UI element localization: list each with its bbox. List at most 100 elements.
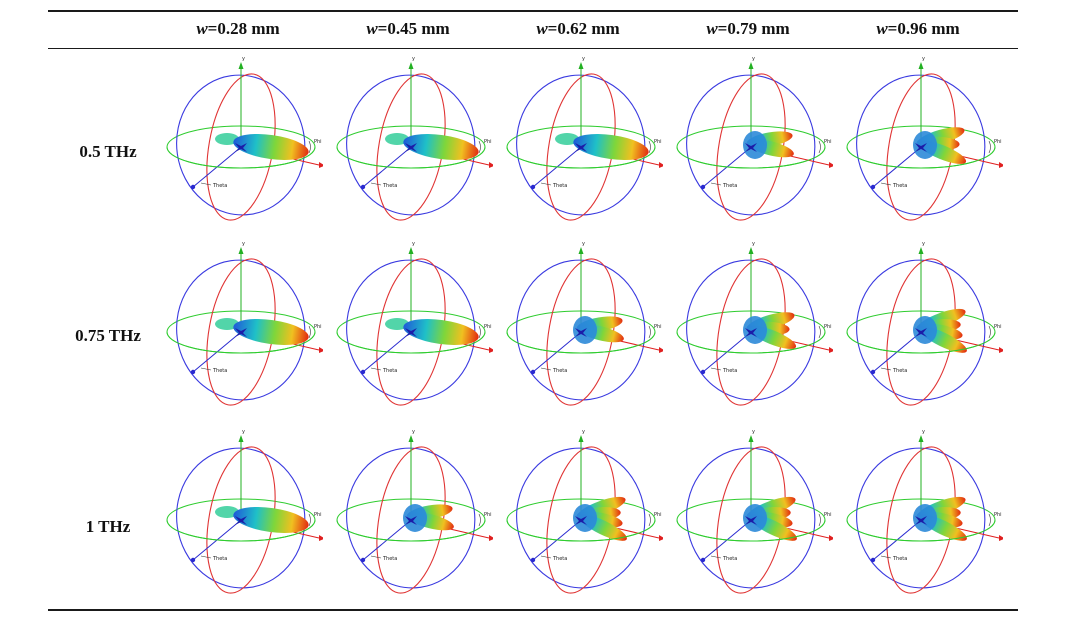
theta-indicator bbox=[880, 182, 892, 186]
phi-indicator bbox=[648, 513, 651, 527]
y-axis-label: y bbox=[922, 429, 925, 435]
phi-ring-green-front bbox=[506, 146, 656, 169]
z-axis-marker bbox=[360, 557, 366, 563]
theta-indicator bbox=[710, 367, 722, 371]
sphere-circle-blue bbox=[516, 447, 646, 589]
radiation-pattern-3d-plot: yxThetaPhi bbox=[506, 56, 663, 221]
radiation-pattern-3d-plot: yxThetaPhi bbox=[676, 429, 833, 594]
sphere-circle-blue bbox=[346, 74, 476, 216]
theta-label: Theta bbox=[722, 368, 737, 374]
radiation-pattern-3d-plot: yxThetaPhi bbox=[506, 429, 663, 594]
sphere-circle-blue bbox=[176, 74, 306, 216]
sphere-circle-blue bbox=[346, 447, 476, 589]
theta-indicator bbox=[200, 367, 212, 371]
column-header-w-079: w=0.79 mm bbox=[706, 19, 790, 38]
radiation-lobes bbox=[403, 504, 454, 532]
radiation-pattern-cell: yxThetaPhi bbox=[153, 55, 323, 235]
sphere-circle-blue bbox=[856, 259, 986, 401]
x-axis-arrow bbox=[999, 162, 1003, 168]
z-axis-marker bbox=[360, 184, 366, 190]
y-axis-arrow bbox=[748, 247, 754, 254]
phi-label: Phi bbox=[314, 139, 322, 145]
back-lobe bbox=[555, 133, 579, 145]
radiation-pattern-cell: yxThetaPhi bbox=[833, 428, 1003, 608]
theta-label: Theta bbox=[382, 556, 397, 562]
origin-marker bbox=[575, 143, 587, 152]
phi-ring-green-front bbox=[166, 331, 316, 354]
x-axis-arrow bbox=[829, 162, 833, 168]
theta-indicator bbox=[710, 555, 722, 559]
back-lobe bbox=[215, 318, 239, 330]
row-header-0-5-thz: 0.5 THz bbox=[79, 142, 137, 161]
phi-label: Phi bbox=[824, 139, 832, 145]
radiation-pattern-3d-plot: yxThetaPhi bbox=[336, 56, 493, 221]
z-axis-marker bbox=[530, 557, 536, 563]
y-axis-arrow bbox=[408, 62, 414, 69]
radiation-pattern-cell: yxThetaPhi bbox=[323, 428, 493, 608]
radiation-pattern-cell: yxThetaPhi bbox=[493, 55, 663, 235]
origin-marker bbox=[235, 328, 247, 337]
sphere-circle-blue bbox=[856, 74, 986, 216]
x-axis-arrow bbox=[489, 347, 493, 353]
table-header-rule bbox=[48, 48, 1018, 49]
phi-indicator bbox=[818, 513, 821, 527]
y-axis-label: y bbox=[242, 241, 245, 247]
phi-ring-green-front bbox=[676, 331, 826, 354]
theta-label: Theta bbox=[722, 183, 737, 189]
phi-indicator bbox=[308, 325, 311, 339]
theta-indicator bbox=[880, 555, 892, 559]
theta-indicator bbox=[370, 182, 382, 186]
phi-label: Phi bbox=[484, 139, 492, 145]
radiation-pattern-cell: yxThetaPhi bbox=[493, 240, 663, 420]
sphere-circle-blue bbox=[856, 447, 986, 589]
phi-indicator bbox=[478, 140, 481, 154]
back-lobe bbox=[385, 133, 409, 145]
column-header-w-028: w=0.28 mm bbox=[196, 19, 280, 38]
theta-indicator bbox=[370, 555, 382, 559]
theta-indicator bbox=[540, 182, 552, 186]
back-lobe bbox=[385, 318, 409, 330]
sphere-circle-blue bbox=[176, 447, 306, 589]
radiation-pattern-cell: yxThetaPhi bbox=[833, 240, 1003, 420]
column-header-w-096: w=0.96 mm bbox=[876, 19, 960, 38]
back-lobe bbox=[215, 133, 239, 145]
radiation-lobes bbox=[743, 131, 794, 159]
origin-marker bbox=[915, 328, 927, 337]
origin-marker bbox=[915, 516, 927, 525]
sphere-circle-blue bbox=[176, 259, 306, 401]
x-axis-arrow bbox=[319, 162, 323, 168]
origin-marker bbox=[745, 143, 757, 152]
origin-marker bbox=[575, 516, 587, 525]
phi-label: Phi bbox=[824, 512, 832, 518]
table-top-rule bbox=[48, 10, 1018, 12]
table-bottom-rule bbox=[48, 609, 1018, 611]
z-axis-marker bbox=[700, 184, 706, 190]
x-axis-arrow bbox=[999, 535, 1003, 541]
y-axis-arrow bbox=[238, 62, 244, 69]
z-axis-marker bbox=[530, 369, 536, 375]
x-axis-arrow bbox=[659, 347, 663, 353]
radiation-pattern-3d-plot: yxThetaPhi bbox=[846, 241, 1003, 406]
y-axis-label: y bbox=[582, 56, 585, 62]
y-axis-label: y bbox=[922, 56, 925, 62]
origin-marker bbox=[405, 328, 417, 337]
radiation-pattern-3d-plot: yxThetaPhi bbox=[676, 56, 833, 221]
x-axis-arrow bbox=[659, 162, 663, 168]
phi-ring-green-front bbox=[676, 146, 826, 169]
radiation-pattern-cell: yxThetaPhi bbox=[323, 55, 493, 235]
radiation-lobes bbox=[215, 506, 309, 534]
radiation-pattern-cell: yxThetaPhi bbox=[663, 240, 833, 420]
origin-marker bbox=[745, 328, 757, 337]
radiation-pattern-3d-plot: yxThetaPhi bbox=[166, 56, 323, 221]
phi-ring-green-front bbox=[336, 331, 486, 354]
radiation-pattern-3d-plot: yxThetaPhi bbox=[166, 429, 323, 594]
x-axis-arrow bbox=[319, 347, 323, 353]
z-axis-marker bbox=[190, 184, 196, 190]
back-lobe bbox=[215, 506, 239, 518]
y-axis-label: y bbox=[922, 241, 925, 247]
theta-label: Theta bbox=[552, 368, 567, 374]
phi-label: Phi bbox=[654, 324, 662, 330]
phi-label: Phi bbox=[484, 324, 492, 330]
phi-ring-green-front bbox=[336, 519, 486, 542]
main-lobe bbox=[233, 318, 309, 346]
